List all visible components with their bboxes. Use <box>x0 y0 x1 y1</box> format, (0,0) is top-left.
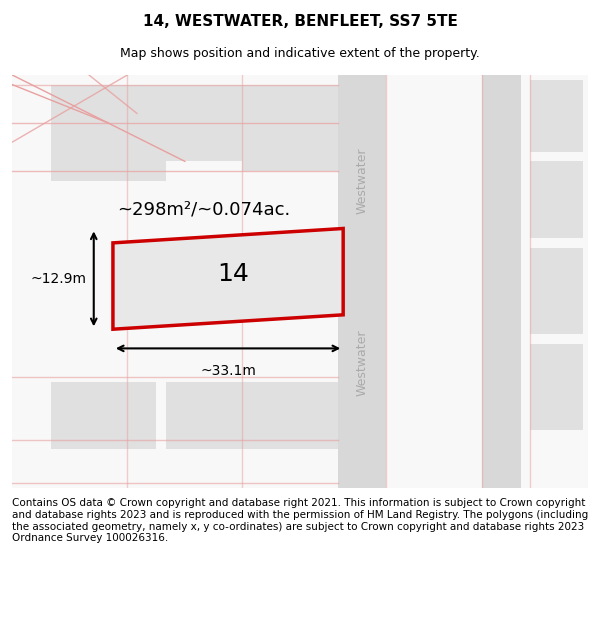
Bar <box>50 382 156 449</box>
Bar <box>242 84 338 171</box>
Bar <box>530 161 583 238</box>
Bar <box>242 382 338 449</box>
Text: ~33.1m: ~33.1m <box>200 364 256 378</box>
Bar <box>338 75 386 488</box>
Polygon shape <box>113 229 343 329</box>
Text: Contains OS data © Crown copyright and database right 2021. This information is : Contains OS data © Crown copyright and d… <box>12 499 588 543</box>
Bar <box>166 84 242 161</box>
Text: ~12.9m: ~12.9m <box>30 272 86 286</box>
Bar <box>530 80 583 152</box>
Text: Westwater: Westwater <box>356 148 369 214</box>
Bar <box>50 84 166 181</box>
Bar <box>530 344 583 430</box>
Bar <box>530 248 583 334</box>
Bar <box>482 75 521 488</box>
Text: Westwater: Westwater <box>356 329 369 396</box>
Text: 14: 14 <box>217 262 249 286</box>
Text: 14, WESTWATER, BENFLEET, SS7 5TE: 14, WESTWATER, BENFLEET, SS7 5TE <box>143 14 457 29</box>
Text: ~298m²/~0.074ac.: ~298m²/~0.074ac. <box>118 200 290 218</box>
Text: Map shows position and indicative extent of the property.: Map shows position and indicative extent… <box>120 48 480 61</box>
Bar <box>166 382 242 449</box>
